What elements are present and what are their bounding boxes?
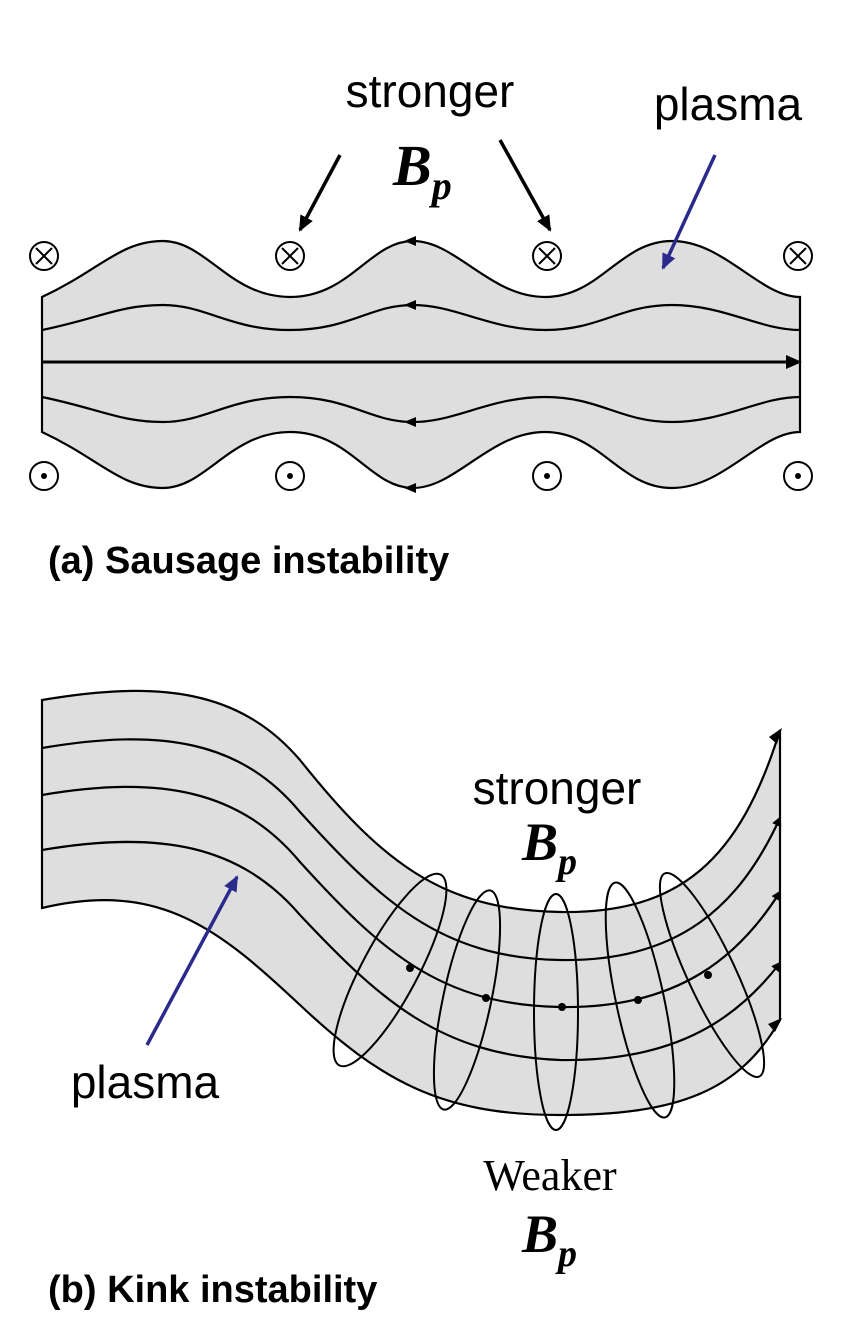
current-in-icon: [30, 242, 58, 270]
current-in-icon: [784, 242, 812, 270]
label-plasma-a: plasma: [654, 78, 803, 130]
label-stronger-b: stronger: [473, 762, 642, 814]
current-out-icon: [30, 462, 58, 490]
panel-b-kink: stronger Bp Weaker Bp plasma (b) Kink in…: [42, 691, 782, 1311]
current-in-icon: [276, 242, 304, 270]
label-bp-b-bottom: Bp: [521, 1204, 577, 1275]
label-bp-a: Bp: [392, 133, 452, 208]
caption-a: (a) Sausage instability: [48, 540, 449, 582]
label-bp-b-top: Bp: [521, 812, 577, 883]
pointer-arrow-left: [300, 155, 340, 230]
caption-b: (b) Kink instability: [48, 1269, 377, 1311]
current-in-icon: [533, 242, 561, 270]
label-weaker-b: Weaker: [483, 1151, 617, 1200]
pointer-arrow-right: [500, 140, 550, 230]
plasma-column-b: [42, 691, 780, 1115]
flow-dot: [704, 971, 712, 979]
flow-dot: [406, 964, 414, 972]
label-stronger-a: stronger: [346, 65, 515, 117]
panel-a-sausage: stronger Bp plasma (a) Sausage instabili…: [30, 65, 812, 582]
flow-dot: [482, 994, 490, 1002]
current-out-icon: [276, 462, 304, 490]
label-plasma-b: plasma: [71, 1056, 220, 1108]
flow-dot: [558, 1003, 566, 1011]
flow-dot: [634, 996, 642, 1004]
current-out-icon: [533, 462, 561, 490]
current-out-icon: [784, 462, 812, 490]
plasma-column-a: [42, 241, 800, 488]
